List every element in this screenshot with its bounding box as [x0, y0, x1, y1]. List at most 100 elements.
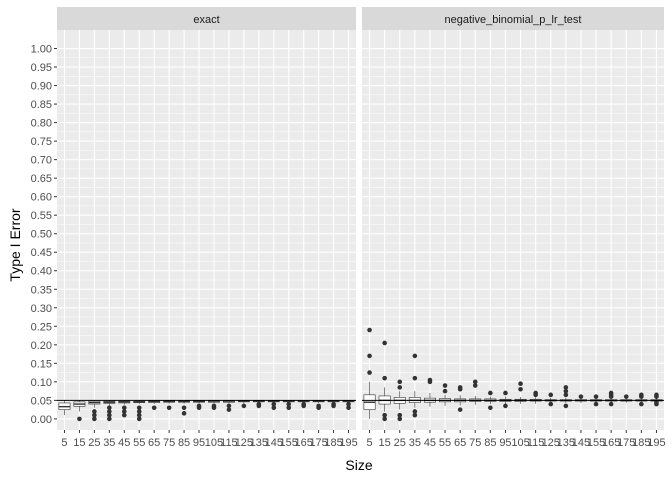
- y-tick-label: 0.35: [31, 284, 52, 296]
- outlier-point: [107, 405, 112, 411]
- y-tick-label: 0.10: [31, 377, 52, 389]
- box-25: [88, 400, 101, 422]
- facet-strip: [362, 7, 664, 30]
- y-tick-label: 0.20: [31, 340, 52, 352]
- outlier-point: [92, 412, 97, 418]
- facet-strip-label: negative_binomial_p_lr_test: [445, 14, 582, 26]
- outlier-point: [226, 403, 232, 409]
- outlier-point: [301, 401, 306, 407]
- outlier-point: [166, 405, 172, 411]
- outlier-point: [472, 383, 478, 388]
- outlier-point: [121, 412, 127, 418]
- y-tick-label: 0.05: [31, 395, 52, 407]
- x-tick-label: 155: [280, 437, 298, 449]
- outlier-point: [563, 403, 569, 409]
- x-tick-label: 35: [409, 437, 421, 449]
- outlier-point: [397, 379, 403, 385]
- x-tick-label: 55: [133, 437, 145, 449]
- outlier-point: [518, 381, 523, 387]
- outlier-point: [608, 401, 614, 407]
- x-tick-label: 125: [235, 437, 253, 449]
- y-tick-label: 0.25: [31, 321, 52, 333]
- facet-panel-negative_binomial_p_lr_test: negative_binomial_p_lr_test: [362, 7, 664, 430]
- outlier-point: [181, 405, 187, 411]
- outlier-point: [107, 412, 112, 418]
- outlier-point: [533, 390, 538, 396]
- outlier-point: [196, 403, 202, 409]
- outlier-point: [136, 416, 142, 422]
- outlier-point: [563, 388, 569, 394]
- outlier-point: [121, 405, 127, 411]
- x-tick-label: 165: [294, 437, 312, 449]
- outlier-point: [654, 399, 659, 405]
- facet-strip-label: exact: [193, 14, 219, 26]
- y-tick-label: 0.65: [31, 173, 52, 185]
- x-axis-exact: 5 15 25 35 45 55 65 75 85 95 105115125135145155165…: [61, 430, 358, 449]
- outlier-point: [226, 407, 232, 412]
- outlier-point: [593, 394, 599, 399]
- outlier-point: [271, 405, 277, 411]
- outlier-point: [136, 412, 142, 418]
- outlier-point: [397, 385, 403, 390]
- outlier-point: [488, 405, 493, 411]
- outlier-point: [346, 401, 351, 407]
- x-tick-label: 135: [557, 437, 575, 449]
- box-105: [208, 400, 220, 411]
- y-tick-label: 0.90: [31, 81, 52, 93]
- x-tick-label: 65: [454, 437, 466, 449]
- outlier-point: [639, 401, 644, 407]
- outlier-point: [442, 388, 448, 394]
- outlier-point: [136, 405, 142, 411]
- y-axis: 0.00 0.05 0.10 0.15 0.20 0.25 0.30 0.35 0.40 0.45…: [31, 44, 57, 426]
- box-45: [118, 400, 131, 418]
- y-tick-label: 0.85: [31, 99, 52, 111]
- y-tick-label: 0.00: [31, 414, 52, 426]
- x-tick-label: 145: [572, 437, 590, 449]
- x-tick-label: 85: [484, 437, 496, 449]
- outlier-point: [472, 379, 478, 385]
- y-axis-title: Type I Error: [7, 208, 23, 281]
- outlier-point: [271, 401, 277, 407]
- y-tick-label: 0.95: [31, 62, 52, 74]
- outlier-point: [256, 401, 262, 407]
- panel-background: [362, 30, 664, 430]
- x-tick-label: 45: [118, 437, 130, 449]
- x-tick-label: 175: [309, 437, 327, 449]
- x-tick-label: 35: [103, 437, 115, 449]
- outlier-point: [136, 409, 142, 414]
- x-axes: 5 15 25 35 45 55 65 75 85 95 105115125135145155165…: [61, 430, 666, 449]
- x-tick-label: 65: [148, 437, 160, 449]
- outlier-point: [412, 409, 418, 414]
- panel-background: [57, 30, 356, 430]
- outlier-point: [346, 405, 351, 411]
- x-tick-label: 95: [499, 437, 511, 449]
- box-15: [73, 400, 86, 422]
- y-tick-label: 0.15: [31, 358, 52, 370]
- outlier-point: [412, 375, 418, 381]
- x-tick-label: 85: [178, 437, 190, 449]
- outlier-point: [593, 401, 599, 407]
- outlier-point: [503, 390, 508, 396]
- facet-panel-exact: exact: [57, 7, 356, 430]
- outlier-point: [382, 412, 387, 418]
- y-tick-label: 0.80: [31, 118, 52, 130]
- x-tick-label: 145: [265, 437, 283, 449]
- x-tick-label: 75: [163, 437, 175, 449]
- box-155: [282, 400, 295, 411]
- x-tick-label: 135: [250, 437, 268, 449]
- x-tick-label: 105: [511, 437, 529, 449]
- y-tick-label: 0.75: [31, 136, 52, 148]
- outlier-point: [286, 405, 292, 411]
- outlier-point: [412, 412, 418, 418]
- outlier-point: [316, 403, 321, 409]
- box-5: [363, 327, 376, 419]
- y-tick-label: 0.55: [31, 210, 52, 222]
- outlier-point: [151, 405, 157, 411]
- y-tick-label: 0.70: [31, 155, 52, 167]
- x-tick-label: 195: [339, 437, 357, 449]
- y-tick-label: 0.45: [31, 247, 52, 259]
- x-tick-label: 125: [542, 437, 560, 449]
- box-195: [342, 400, 355, 411]
- outlier-point: [107, 416, 112, 422]
